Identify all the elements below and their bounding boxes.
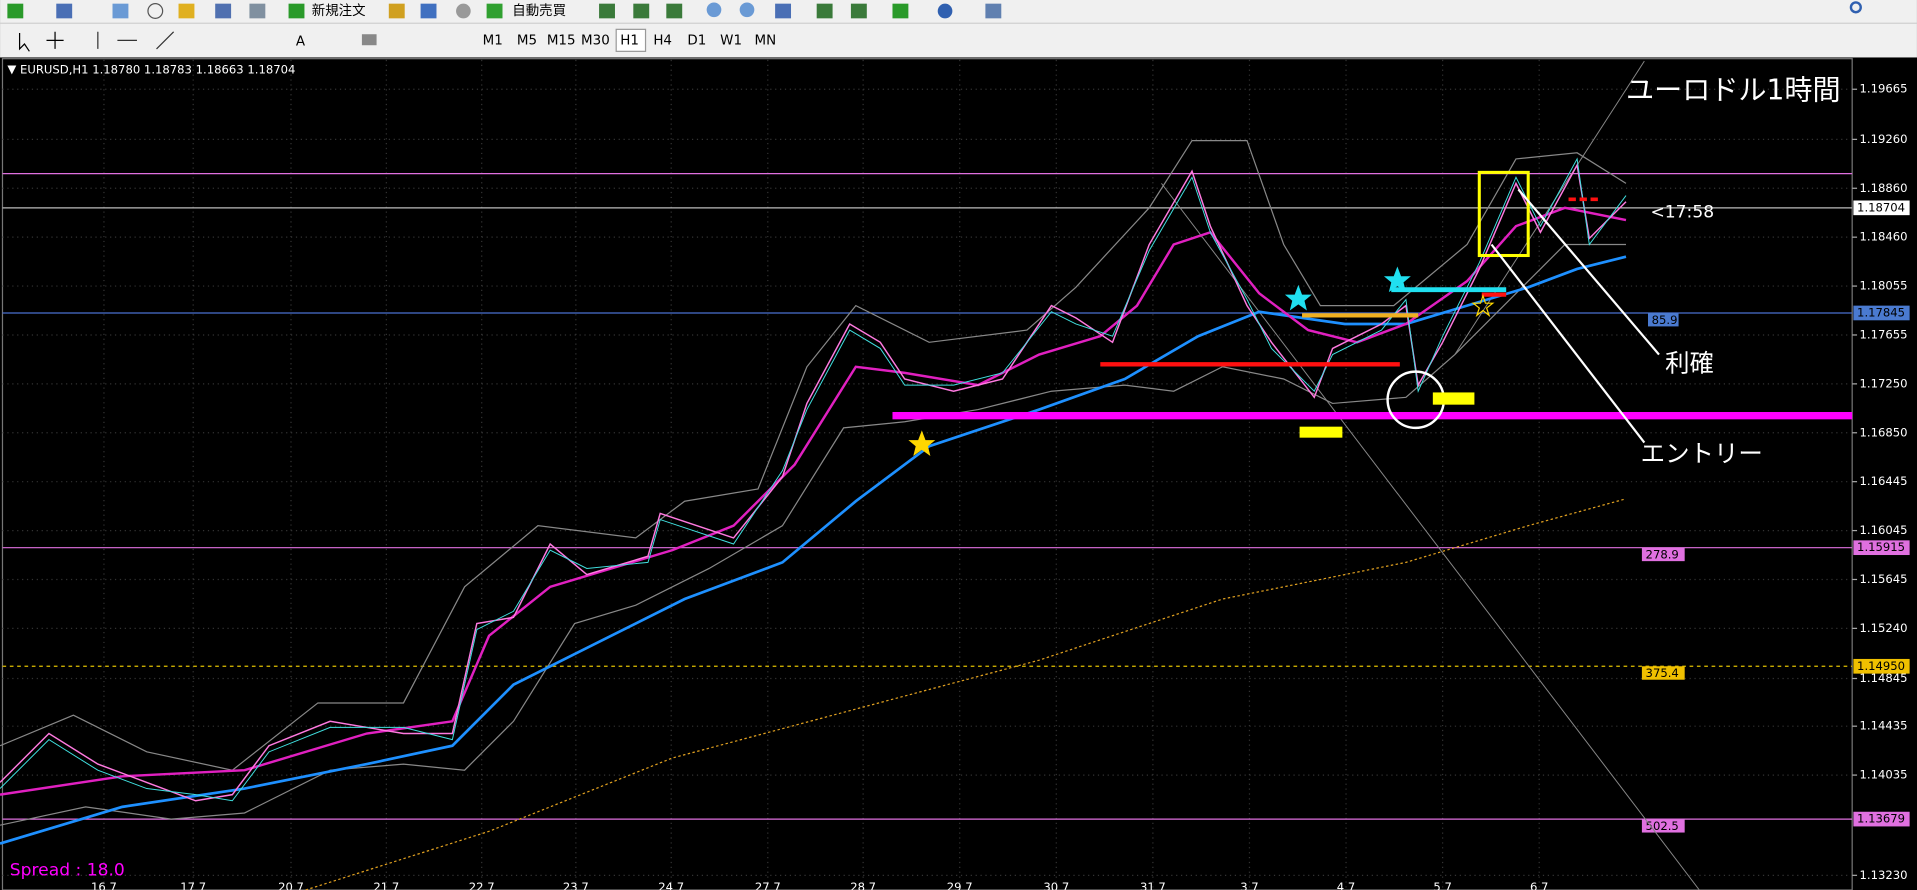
distance-label: 502.5 — [1646, 819, 1679, 833]
date-label: 16 7 — [91, 880, 117, 890]
chart-bg — [0, 58, 1917, 890]
price-label: 1.16445 — [1860, 474, 1908, 488]
active-timeframe — [615, 28, 647, 52]
chart-drawing — [0, 60, 1853, 890]
date-label: 20 7 — [278, 880, 304, 890]
price-label: 1.18460 — [1860, 230, 1908, 244]
date-label: 5 7 — [1433, 880, 1451, 890]
price-label: 1.18055 — [1860, 279, 1908, 293]
chart-frame — [1, 58, 1853, 890]
date-label: 29 7 — [947, 880, 973, 890]
price-level-label: 1.18704 — [1857, 200, 1905, 214]
distance-label: 375.4 — [1646, 666, 1679, 680]
date-label: 3 7 — [1240, 880, 1258, 890]
date-label: 30 7 — [1043, 880, 1069, 890]
svg-text:A: A — [296, 35, 306, 50]
bar-timer: <17:58 — [1650, 203, 1714, 223]
date-label: 31 7 — [1140, 880, 1166, 890]
price-axis: 1.19665 1.19260 1.18860 1.18460 1.18055 1.176… — [1852, 82, 1910, 882]
timeframe-button[interactable]: MN — [755, 33, 777, 48]
grid — [2, 59, 1853, 890]
take-profit-label: 利確 — [1665, 348, 1714, 377]
timeframe-button[interactable]: D1 — [687, 33, 706, 48]
toolbar-button[interactable]: 新規注文 — [312, 3, 366, 19]
entry-label: エントリー — [1641, 439, 1763, 468]
time-axis: 16 7 17 7 20 7 21 7 22 7 23 7 24 7 27 7 28 7 29 7… — [91, 880, 1548, 890]
price-level-box — [1853, 658, 1910, 674]
date-label: 28 7 — [850, 880, 876, 890]
price-label: 1.14845 — [1860, 671, 1908, 685]
timeframe-button[interactable]: M5 — [517, 33, 537, 48]
timeframe-button[interactable]: H1 — [620, 33, 639, 48]
price-level-box — [1853, 811, 1910, 827]
high: 1.18783 — [144, 62, 192, 76]
date-label: 4 7 — [1337, 880, 1355, 890]
price-label: 1.19260 — [1860, 132, 1908, 146]
price-label: 1.14035 — [1860, 768, 1908, 782]
price-label: 1.19665 — [1860, 82, 1908, 96]
toolbar-button[interactable]: 自動売買 — [512, 3, 566, 19]
price-label: 1.16045 — [1860, 523, 1908, 537]
symbol-header: ▼ EURUSD,H1 1.18780 1.18783 1.18663 1.18… — [7, 62, 295, 76]
timeframe-button[interactable]: W1 — [720, 33, 742, 48]
spread: Spread : 18.0 — [10, 860, 125, 880]
timeframe-button[interactable]: M30 — [581, 33, 610, 48]
symbol: EURUSD,H1 — [20, 62, 89, 76]
price-label: 1.14435 — [1860, 719, 1908, 733]
date-label: 22 7 — [469, 880, 495, 890]
date-label: 6 7 — [1530, 880, 1548, 890]
open: 1.18780 — [92, 62, 140, 76]
price-label: 1.13230 — [1860, 868, 1908, 882]
distance-label: 85.9 — [1652, 313, 1678, 327]
date-label: 23 7 — [563, 880, 589, 890]
timeframe-button[interactable]: M15 — [547, 33, 576, 48]
date-label: 17 7 — [180, 880, 206, 890]
toolbar-bg — [0, 0, 1917, 58]
close: 1.18704 — [247, 62, 295, 76]
timeframe-button[interactable]: H4 — [653, 33, 672, 48]
toolbar-buttons: 新規注文 自動売買 — [312, 3, 566, 19]
price-level-box — [1853, 305, 1910, 321]
price-label: 1.17250 — [1860, 376, 1908, 390]
distance-box — [1641, 666, 1685, 680]
price-label: 1.18860 — [1860, 181, 1908, 195]
price-label: 1.17655 — [1860, 327, 1908, 341]
price-label: 1.16850 — [1860, 425, 1908, 439]
price-label: 1.15240 — [1860, 621, 1908, 635]
distance-box — [1641, 547, 1685, 562]
date-label: 27 7 — [755, 880, 781, 890]
date-label: 24 7 — [658, 880, 684, 890]
price-level-box — [1853, 200, 1910, 216]
price-level-label: 1.15915 — [1857, 540, 1905, 554]
low: 1.18663 — [196, 62, 244, 76]
timeframe-bar: M1 M5 M15 M30 H1 H4 D1 W1 MN — [483, 28, 777, 52]
distance-box — [1648, 312, 1679, 327]
price-level-label: 1.17845 — [1857, 305, 1905, 319]
toolbar-icons: A — [7, 1, 1862, 52]
price-level-label: 1.14950 — [1857, 659, 1905, 673]
timeframe-button[interactable]: M1 — [483, 33, 503, 48]
price-level-label: 1.13679 — [1857, 812, 1905, 826]
distance-label: 278.9 — [1646, 548, 1679, 562]
price-label: 1.15645 — [1860, 572, 1908, 586]
price-level-box — [1853, 540, 1910, 556]
chart-title: ユーロドル1時間 — [1626, 74, 1841, 107]
date-label: 21 7 — [373, 880, 399, 890]
